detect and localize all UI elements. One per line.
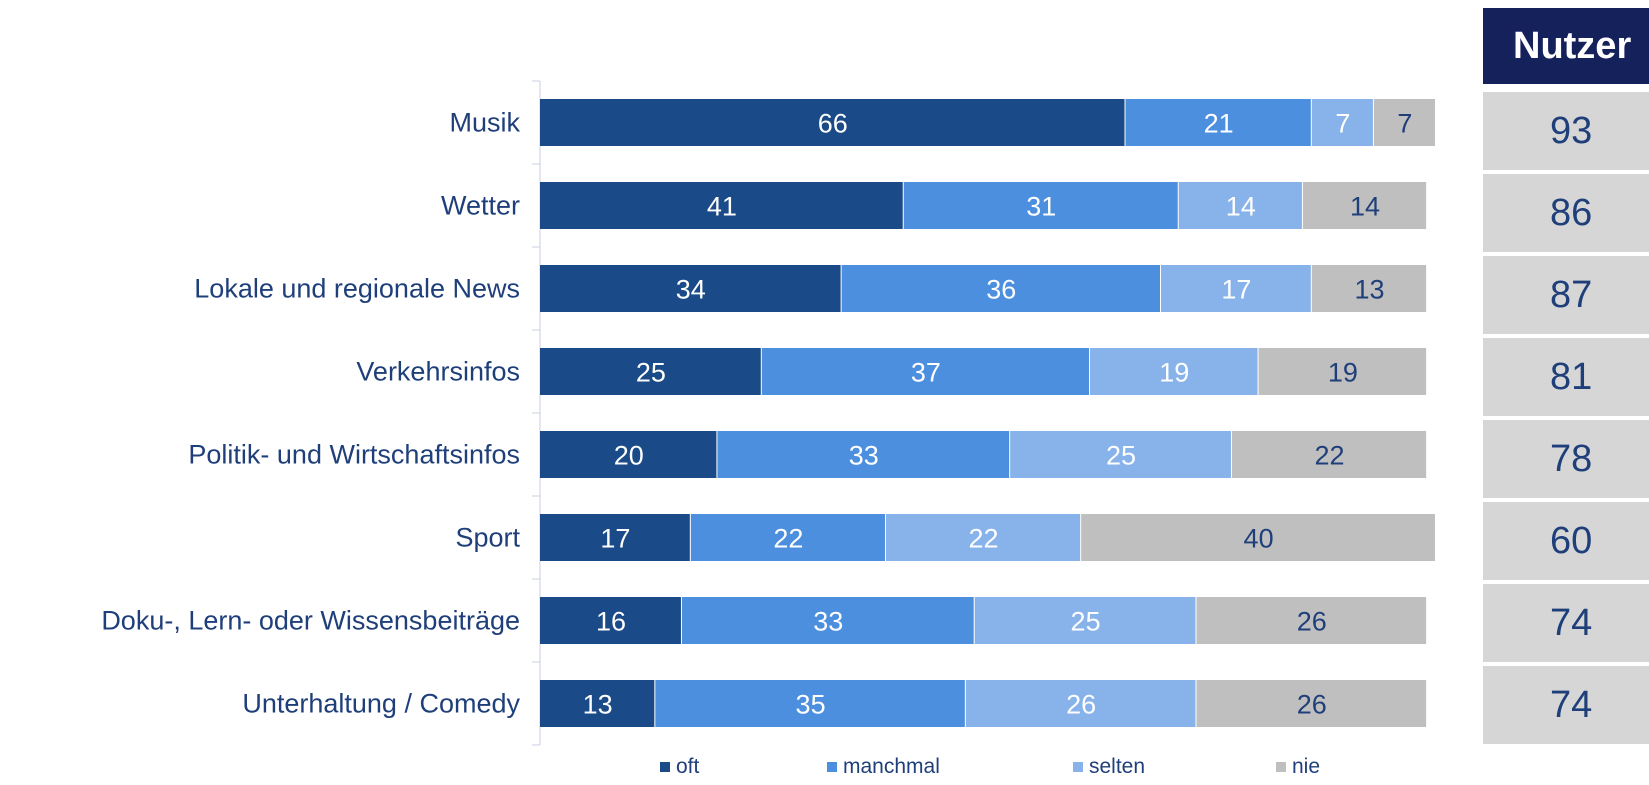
data-label: 14 bbox=[1226, 192, 1256, 222]
category-label: Lokale und regionale News bbox=[194, 274, 520, 304]
data-label: 21 bbox=[1204, 109, 1234, 139]
data-label: 41 bbox=[707, 192, 737, 222]
bar-segment-oft bbox=[540, 680, 655, 727]
bar-segment-selten bbox=[1311, 99, 1373, 146]
users-value-cell: 93 bbox=[1483, 92, 1649, 170]
legend-swatch-manchmal bbox=[827, 762, 837, 772]
bar-segment-nie bbox=[1231, 431, 1427, 478]
legend: oft manchmal selten nie bbox=[660, 755, 1320, 778]
data-label: 26 bbox=[1297, 690, 1327, 720]
data-label: 36 bbox=[986, 275, 1016, 305]
users-value-cell: 87 bbox=[1483, 256, 1649, 334]
bar-segment-manchmal bbox=[655, 680, 965, 727]
bar-segment-oft bbox=[540, 99, 1125, 146]
category-label: Politik- und Wirtschaftsinfos bbox=[188, 440, 520, 470]
bar-segment-nie bbox=[1258, 348, 1427, 395]
data-label: 14 bbox=[1350, 192, 1380, 222]
legend-label: oft bbox=[676, 755, 700, 778]
data-label: 13 bbox=[1354, 275, 1384, 305]
bar-segment-oft bbox=[540, 514, 690, 561]
category-label: Sport bbox=[455, 523, 520, 553]
category-label: Wetter bbox=[441, 191, 520, 221]
bar-segment-oft bbox=[540, 348, 761, 395]
users-value-cell: 81 bbox=[1483, 338, 1649, 416]
data-label: 22 bbox=[969, 524, 999, 554]
bar-segment-oft bbox=[540, 265, 841, 312]
bar-segment-manchmal bbox=[681, 597, 974, 644]
data-label: 26 bbox=[1297, 607, 1327, 637]
category-labels: Musik Wetter Lokale und regionale News Verk… bbox=[101, 108, 520, 719]
data-label: 16 bbox=[596, 607, 626, 637]
bar-segment-nie bbox=[1373, 99, 1435, 146]
data-label: 31 bbox=[1026, 192, 1056, 222]
users-value-cell: 86 bbox=[1483, 174, 1649, 252]
users-value-cell: 74 bbox=[1483, 584, 1649, 662]
legend-swatch-nie bbox=[1276, 762, 1286, 772]
users-value-cell: 78 bbox=[1483, 420, 1649, 498]
bar-segment-manchmal bbox=[690, 514, 885, 561]
users-value-cell: 60 bbox=[1483, 502, 1649, 580]
bar-segment-manchmal bbox=[841, 265, 1160, 312]
bar-segment-manchmal bbox=[903, 182, 1178, 229]
data-label: 26 bbox=[1066, 690, 1096, 720]
bar-segment-selten bbox=[1178, 182, 1302, 229]
data-label: 20 bbox=[614, 441, 644, 471]
bar-segment-nie bbox=[1196, 597, 1427, 644]
legend-label: nie bbox=[1292, 755, 1320, 778]
data-label: 13 bbox=[583, 690, 613, 720]
bar-segment-oft bbox=[540, 597, 681, 644]
legend-swatch-selten bbox=[1073, 762, 1083, 772]
bar-segment-manchmal bbox=[1125, 99, 1311, 146]
data-label: 35 bbox=[796, 690, 826, 720]
data-label: 25 bbox=[1071, 607, 1101, 637]
bar-segment-selten bbox=[965, 680, 1196, 727]
data-label: 19 bbox=[1159, 358, 1189, 388]
legend-label: manchmal bbox=[843, 755, 940, 778]
data-label: 66 bbox=[818, 109, 848, 139]
category-label: Unterhaltung / Comedy bbox=[242, 689, 520, 719]
data-label: 17 bbox=[600, 524, 630, 554]
legend-swatch-oft bbox=[660, 762, 670, 772]
data-label: 17 bbox=[1221, 275, 1251, 305]
data-label: 7 bbox=[1397, 109, 1412, 139]
bar-segment-selten bbox=[1090, 348, 1258, 395]
data-label: 33 bbox=[813, 607, 843, 637]
bar-segment-manchmal bbox=[761, 348, 1090, 395]
legend-label: selten bbox=[1089, 755, 1145, 778]
data-label: 25 bbox=[636, 358, 666, 388]
users-value-cell: 74 bbox=[1483, 666, 1649, 744]
data-label: 34 bbox=[676, 275, 706, 305]
bar-segment-selten bbox=[1010, 431, 1231, 478]
data-label: 7 bbox=[1335, 109, 1350, 139]
data-label: 33 bbox=[849, 441, 879, 471]
bars: 66 21 7 7 41 31 14 14 34 36 17 13 25 37 19 19 20 33 25 22 17… bbox=[540, 99, 1435, 727]
bar-segment-oft bbox=[540, 182, 903, 229]
bar-segment-manchmal bbox=[717, 431, 1010, 478]
bar-segment-nie bbox=[1081, 514, 1435, 561]
category-label: Doku-, Lern- oder Wissensbeiträge bbox=[101, 606, 520, 636]
bar-segment-selten bbox=[1160, 265, 1311, 312]
bar-segment-nie bbox=[1196, 680, 1427, 727]
bar-segment-nie bbox=[1302, 182, 1427, 229]
data-label: 22 bbox=[1315, 441, 1345, 471]
category-label: Verkehrsinfos bbox=[356, 357, 520, 387]
bar-segment-nie bbox=[1311, 265, 1427, 312]
bar-segment-oft bbox=[540, 431, 717, 478]
data-label: 40 bbox=[1244, 524, 1274, 554]
data-label: 25 bbox=[1106, 441, 1136, 471]
bar-segment-selten bbox=[885, 514, 1081, 561]
data-label: 19 bbox=[1328, 358, 1358, 388]
category-axis bbox=[532, 80, 541, 746]
users-header: Nutzer bbox=[1483, 8, 1649, 84]
data-label: 22 bbox=[773, 524, 803, 554]
data-label: 37 bbox=[911, 358, 941, 388]
bar-segment-selten bbox=[974, 597, 1196, 644]
category-label: Musik bbox=[449, 108, 520, 138]
